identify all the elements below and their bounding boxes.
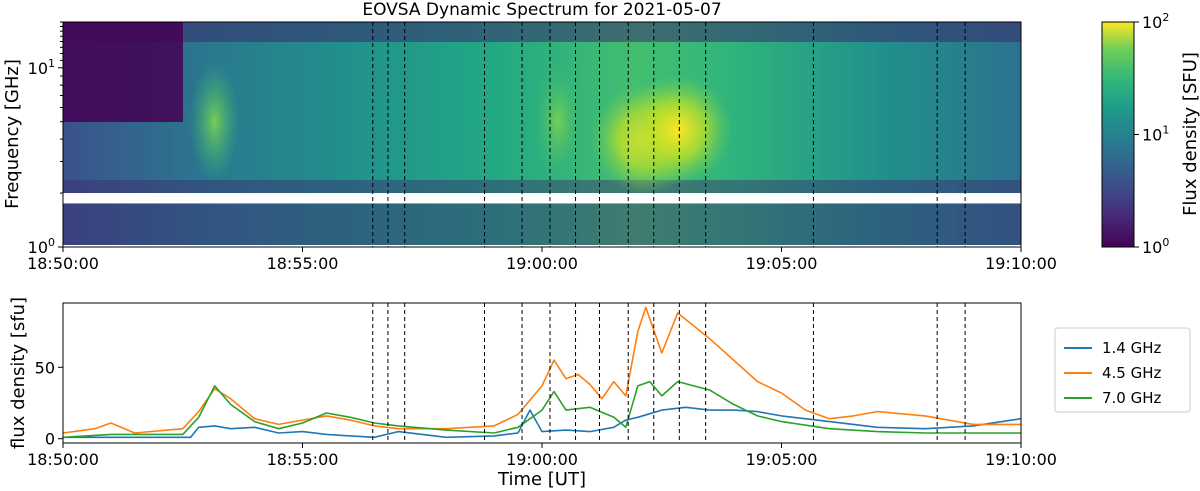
heatmap-hot-spot [532,61,583,182]
heatmap-x-tick-label: 18:50:00 [27,254,99,273]
legend-label: 1.4 GHz [1102,339,1162,357]
heatmap-x-tick-label: 18:55:00 [267,254,339,273]
lightcurve-x-axis: 18:50:00 18:55:00 19:00:00 19:05:00 19:10:00 [27,443,1057,469]
legend-label: 4.5 GHz [1102,364,1162,382]
series-line-4-5-ghz [63,306,1021,434]
lightcurve-y-tick-label: 50 [35,358,55,377]
lightcurve-x-tick-label: 19:00:00 [506,450,578,469]
colorbar-tick-label: 100 [1142,236,1169,257]
colorbar-tick-label: 101 [1142,124,1169,145]
lightcurve-x-tick-label: 18:50:00 [27,450,99,469]
heatmap-event-markers [372,22,966,247]
lightcurve-frame [62,302,1022,444]
heatmap-y-tick-label: 100 [28,236,55,257]
colorbar-gradient [1101,21,1135,248]
heatmap-hot-spot [189,61,240,182]
heatmap-x-axis: 18:50:00 18:55:00 19:00:00 19:05:00 19:10:00 [27,247,1057,273]
legend-label: 7.0 GHz [1102,389,1162,407]
heatmap-hot-spot [622,74,733,185]
colorbar-label: Flux density [SFU] [1180,52,1200,216]
lightcurve-series [63,306,1021,439]
colorbar: 100 101 102 Flux density [SFU] [1101,11,1200,257]
legend: 1.4 GHz 4.5 GHz 7.0 GHz [1054,327,1191,413]
heatmap-high-frequency-band [63,22,1021,42]
colorbar-ticks: 100 101 102 [1134,11,1169,257]
lightcurve-event-markers [372,303,966,443]
heatmap-bottom-gap [63,245,1021,247]
dynamic-spectrum-heatmap [63,22,1021,247]
lightcurve-y-axis: 0 50 [35,358,63,449]
lightcurve-y-tick-label: 0 [45,430,55,449]
heatmap-x-tick-label: 19:10:00 [985,254,1057,273]
heatmap-x-tick-label: 19:00:00 [506,254,578,273]
heatmap-y-axis-label: Frequency [GHz] [2,59,23,209]
lightcurve-x-tick-label: 19:10:00 [985,450,1057,469]
lightcurve-x-tick-label: 19:05:00 [746,450,818,469]
lightcurve-x-axis-label: Time [UT] [497,469,586,490]
heatmap-quiet-region [63,22,183,122]
lightcurve-x-tick-label: 18:55:00 [267,450,339,469]
series-line-7-0-ghz [63,380,1021,439]
heatmap-frequency-gap [63,193,1021,204]
heatmap-low-frequency-band [63,180,1021,247]
chart-title: EOVSA Dynamic Spectrum for 2021-05-07 [362,0,721,20]
heatmap-y-tick-label: 101 [28,57,55,78]
heatmap-y-axis: 100 101 [28,21,63,257]
heatmap-x-tick-label: 19:05:00 [746,254,818,273]
lightcurve-y-axis-label: flux density [sfu] [8,297,29,449]
series-line-1-4-ghz [63,406,1021,439]
colorbar-tick-label: 102 [1142,11,1169,32]
